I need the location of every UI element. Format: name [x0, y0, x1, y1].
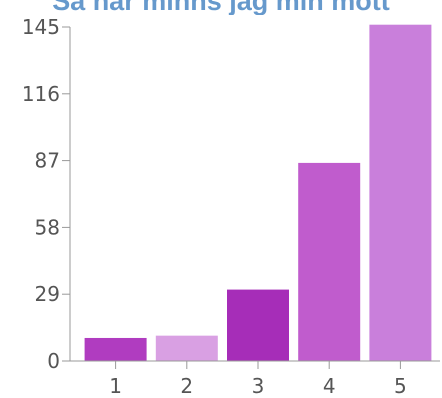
x-tick-label: 2 — [180, 374, 193, 398]
x-tick-label: 1 — [109, 374, 122, 398]
bar-1 — [84, 337, 147, 361]
x-axis: 1 2 3 4 5 — [70, 360, 440, 398]
y-tick-label: 87 — [35, 149, 60, 173]
x-tick-label: 3 — [252, 374, 265, 398]
bar-4 — [298, 162, 361, 361]
x-tick-label: 4 — [323, 374, 336, 398]
x-tick-label: 5 — [394, 374, 407, 398]
bar-5 — [369, 24, 432, 361]
y-tick-label: 145 — [22, 15, 60, 39]
y-axis: 0 29 58 87 116 145 — [22, 15, 71, 373]
bars — [84, 24, 432, 361]
y-tick-label: 116 — [22, 82, 60, 106]
y-tick-label: 0 — [47, 349, 60, 373]
y-tick-label: 58 — [35, 215, 60, 239]
bar-2 — [155, 335, 218, 361]
bar-3 — [227, 289, 289, 361]
y-tick-label: 29 — [35, 282, 60, 306]
chart-title: Så här minns jag min mott — [52, 0, 390, 15]
